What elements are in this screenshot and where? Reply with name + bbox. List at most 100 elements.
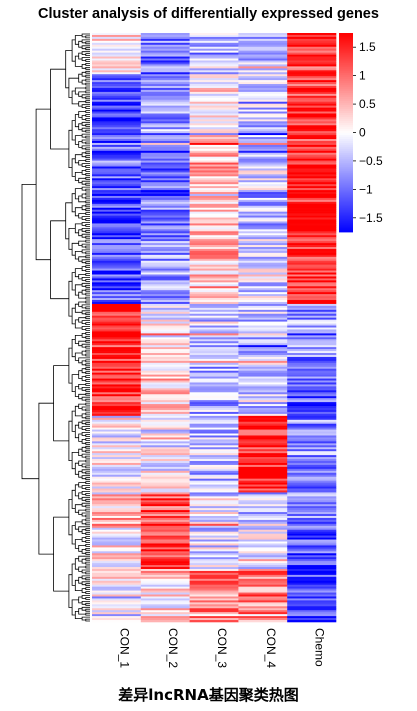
heatmap-cell	[238, 176, 288, 179]
heatmap-cell	[140, 87, 190, 91]
heatmap-cell	[287, 42, 337, 46]
heatmap-cell	[140, 44, 190, 48]
heatmap-cell	[92, 213, 142, 216]
heatmap-cell	[92, 455, 142, 458]
heatmap-cell	[287, 354, 337, 358]
heatmap-cell	[92, 470, 142, 474]
heatmap-cell	[287, 510, 337, 513]
heatmap-cell	[189, 203, 239, 207]
heatmap-cell	[92, 117, 142, 120]
heatmap-cell	[140, 68, 190, 71]
heatmap-cell	[92, 258, 142, 262]
heatmap-cell	[189, 537, 239, 540]
heatmap-cell	[140, 409, 190, 413]
heatmap-cell	[92, 459, 142, 462]
heatmap-cell	[287, 360, 337, 364]
heatmap-cell	[92, 468, 142, 472]
heatmap-cell	[140, 135, 190, 138]
heatmap-cell	[140, 305, 190, 309]
heatmap-cell	[92, 36, 142, 40]
heatmap-cell	[92, 370, 142, 373]
heatmap-cell	[189, 140, 239, 144]
heatmap-cell	[189, 439, 239, 442]
heatmap-cell	[238, 89, 288, 93]
heatmap-cell	[189, 66, 239, 69]
heatmap-cell	[238, 197, 288, 201]
heatmap-cell	[189, 248, 239, 252]
heatmap-cell	[238, 343, 288, 346]
heatmap-cell	[287, 561, 337, 564]
heatmap-cell	[92, 351, 142, 354]
heatmap-cell	[92, 156, 142, 159]
heatmap-cell	[189, 221, 239, 224]
heatmap-cell	[238, 461, 288, 464]
heatmap-cell	[238, 38, 288, 42]
heatmap-cell	[92, 439, 142, 442]
heatmap-cell	[238, 280, 288, 283]
heatmap-cell	[92, 451, 142, 454]
heatmap-cell	[92, 553, 142, 556]
heatmap-cell	[189, 235, 239, 238]
heatmap-cell	[92, 237, 142, 240]
heatmap-cell	[140, 459, 190, 462]
heatmap-cell	[287, 415, 337, 419]
heatmap-cell	[140, 95, 190, 99]
heatmap-cell	[238, 315, 288, 318]
heatmap-cell	[92, 105, 142, 108]
heatmap-cell	[92, 600, 142, 603]
colorbar-segment	[339, 130, 353, 133]
heatmap-cell	[92, 203, 142, 207]
heatmap-cell	[92, 166, 142, 169]
heatmap-cell	[287, 457, 337, 460]
colorbar-segment	[339, 50, 353, 54]
heatmap-cell	[189, 252, 239, 256]
heatmap-cell	[287, 146, 337, 150]
heatmap-cell	[92, 384, 142, 387]
heatmap-cell	[238, 406, 288, 409]
heatmap-cell	[140, 144, 190, 148]
colorbar-segment	[339, 152, 353, 155]
heatmap-cell	[140, 519, 190, 523]
heatmap-cell	[189, 517, 239, 521]
heatmap-cell	[140, 268, 190, 271]
heatmap-cell	[238, 364, 288, 368]
heatmap-cell	[140, 197, 190, 201]
heatmap-cell	[238, 325, 288, 328]
heatmap-cell	[238, 537, 288, 540]
heatmap-cell	[140, 233, 190, 236]
colorbar-segment	[339, 176, 353, 179]
heatmap-cell	[238, 519, 288, 523]
heatmap-cell	[189, 586, 239, 589]
heatmap-cell	[238, 105, 288, 108]
heatmap-cell	[287, 335, 337, 338]
colorbar-segment	[339, 162, 353, 165]
heatmap-cell	[189, 178, 239, 181]
heatmap-cell	[287, 333, 337, 336]
heatmap-cell	[189, 276, 239, 279]
heatmap-cell	[140, 561, 190, 564]
heatmap-cell	[189, 60, 239, 63]
heatmap-cell	[238, 207, 288, 210]
heatmap-cell	[189, 168, 239, 171]
heatmap-cell	[140, 600, 190, 603]
heatmap-cell	[238, 148, 288, 152]
heatmap-cell	[140, 82, 190, 85]
colorbar-segment	[339, 88, 353, 92]
heatmap-cell	[238, 117, 288, 120]
heatmap-cell	[189, 341, 239, 344]
heatmap-cell	[238, 553, 288, 556]
heatmap-cell	[140, 262, 190, 265]
heatmap-cell	[92, 523, 142, 527]
heatmap-cell	[238, 437, 288, 440]
heatmap-cell	[287, 445, 337, 448]
colorbar-segment	[339, 192, 353, 195]
heatmap-cell	[189, 565, 239, 568]
heatmap-cell	[140, 309, 190, 313]
heatmap-cell	[92, 223, 142, 226]
heatmap-cell	[189, 425, 239, 428]
heatmap-cell	[140, 453, 190, 456]
heatmap-cell	[92, 154, 142, 157]
colorbar-segment	[339, 52, 353, 56]
heatmap-cell	[238, 243, 288, 246]
heatmap-cell	[92, 508, 142, 511]
